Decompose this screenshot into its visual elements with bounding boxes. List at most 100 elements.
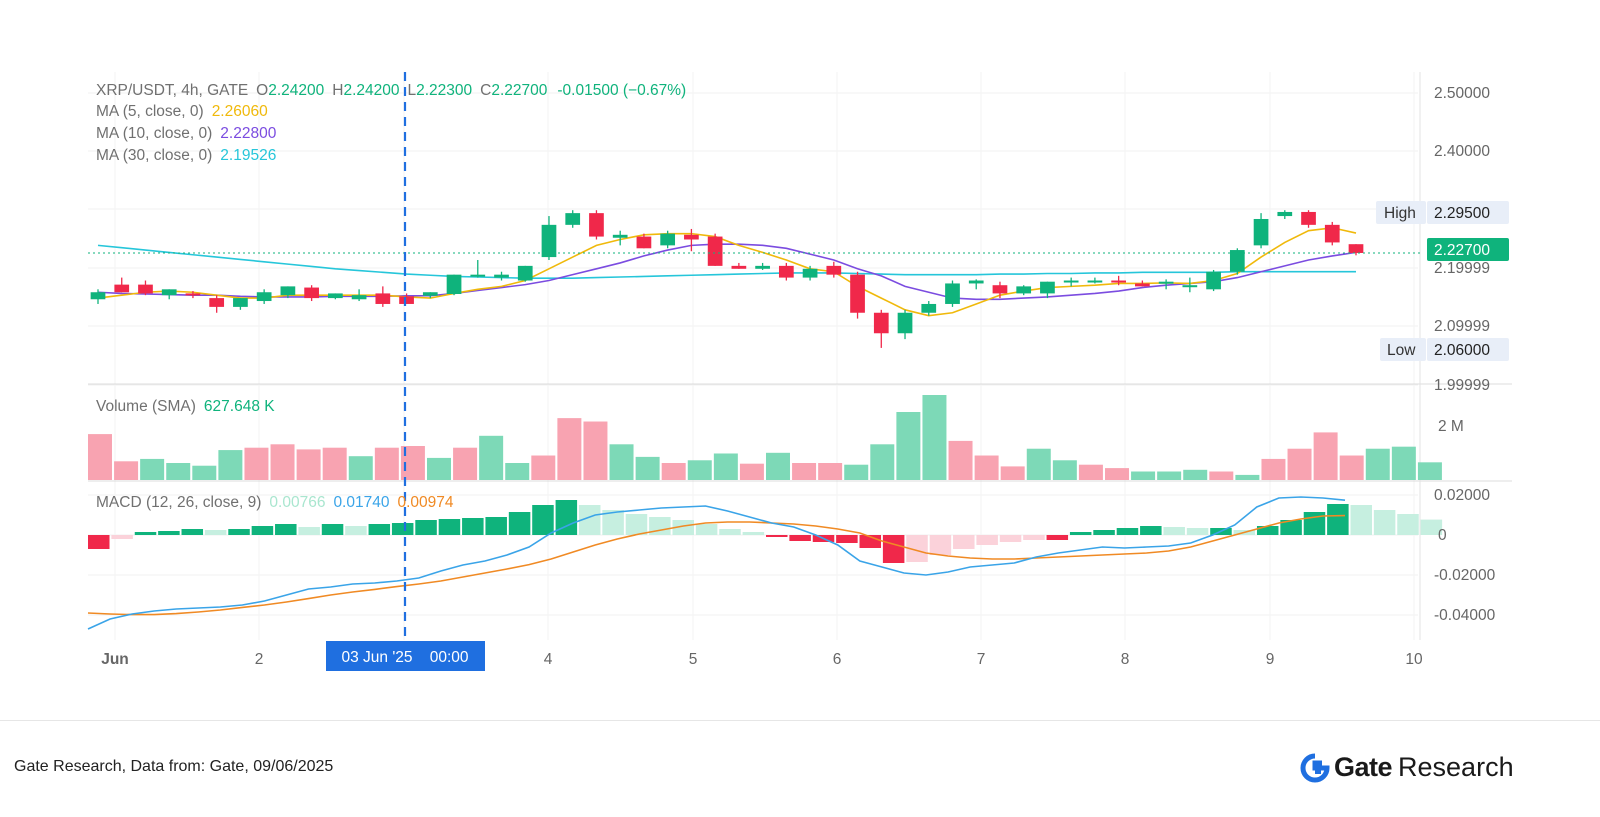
candle: [470, 260, 486, 278]
ma-legend: MA (10, close, 0) 2.22800: [96, 125, 277, 142]
candle-body: [541, 224, 557, 258]
trading-chart[interactable]: 2.50000 2.40000 2.19999 2.09999 1.99999 High 2…: [0, 0, 1600, 720]
candle: [850, 271, 865, 319]
candle-body: [1324, 224, 1340, 243]
candle-body: [185, 293, 201, 296]
candle: [1111, 275, 1126, 286]
macd-histogram-bar: [485, 517, 507, 535]
volume-bar: [322, 447, 347, 480]
price-axis-label: 1.99999: [1434, 377, 1490, 394]
candle-body: [90, 292, 106, 300]
volume-bar: [270, 444, 295, 480]
volume-bar: [922, 395, 947, 480]
macd-histogram-bar: [391, 523, 414, 535]
candle: [778, 262, 794, 281]
macd-histogram-bar: [953, 535, 975, 549]
candle-body: [114, 284, 130, 293]
candle: [565, 210, 581, 228]
volume-bar: [400, 446, 425, 480]
candle-body: [1158, 281, 1174, 284]
candle: [304, 285, 319, 302]
candle: [1040, 281, 1055, 299]
macd-histogram-bar: [1140, 526, 1162, 535]
volume-bar: [609, 444, 634, 480]
candle-body: [1063, 280, 1079, 283]
volume-bar: [1157, 471, 1182, 480]
macd-histogram-bar: [789, 535, 811, 541]
grid: [88, 72, 1418, 640]
macd-histogram-bar: [602, 510, 624, 535]
volume-bar: [453, 447, 478, 480]
macd-histogram-bar: [204, 530, 227, 535]
macd-histogram-bar: [882, 535, 905, 563]
volume-bar: [531, 455, 556, 480]
high-tag-value: 2.29500: [1434, 205, 1490, 222]
gate-logo-icon: [1300, 753, 1330, 782]
candle: [1206, 269, 1221, 292]
candle: [1016, 285, 1032, 296]
macd-histogram-bar: [321, 524, 344, 535]
brand-subtitle: Research: [1398, 752, 1514, 782]
candle: [114, 277, 130, 293]
macd-histogram-bar: [275, 524, 297, 535]
candle-body: [826, 265, 842, 275]
volume-bar: [1183, 469, 1208, 480]
candle: [1348, 244, 1364, 256]
candle: [802, 265, 818, 281]
macd-histogram-bar: [134, 532, 157, 535]
candle-body: [328, 293, 343, 299]
volume-bar: [1339, 455, 1364, 480]
volume-bar: [766, 452, 790, 480]
volume-bar: [739, 463, 764, 480]
volume-bar: [427, 457, 451, 480]
volume-bar: [818, 463, 843, 480]
macd-histogram-bar: [1280, 520, 1302, 535]
candle-body: [517, 265, 533, 281]
candle-body: [660, 233, 676, 246]
x-axis-label: 8: [1121, 651, 1130, 668]
macd-histogram-bar: [742, 532, 765, 535]
volume-bar: [1209, 471, 1234, 480]
candle-body: [399, 296, 414, 304]
candle: [446, 274, 462, 296]
candle: [517, 265, 533, 282]
macd-legend: MACD (12, 26, close, 9) 0.00766 0.01740 0.0…: [96, 494, 454, 511]
macd-histogram-bar: [555, 500, 578, 535]
volume-bar: [557, 418, 582, 480]
candle-body: [731, 265, 747, 269]
x-axis-label: 4: [544, 651, 553, 668]
candle-body: [565, 213, 581, 225]
candle-body: [494, 274, 509, 278]
candle-body: [1253, 218, 1269, 246]
candle: [328, 293, 343, 300]
candle: [897, 309, 913, 340]
high-label: H: [332, 82, 343, 99]
candles: [90, 210, 1364, 348]
candle: [256, 289, 272, 304]
candle-body: [612, 234, 628, 238]
macd-histogram-bar: [672, 520, 694, 535]
volume-bar: [1052, 460, 1077, 480]
volume-bar: [1078, 464, 1103, 480]
volume-axis-label: 2 M: [1438, 418, 1464, 435]
candle: [636, 233, 652, 249]
candle-body: [992, 285, 1008, 294]
macd-histogram-bar: [345, 526, 367, 535]
volume-bar: [792, 463, 817, 480]
candle-body: [1206, 271, 1221, 290]
candle-body: [209, 298, 225, 307]
candle: [185, 291, 201, 299]
macd-signal-line: [87, 514, 1346, 616]
candle-body: [873, 312, 889, 334]
volume-bar: [713, 453, 738, 480]
candle-body: [1277, 211, 1293, 217]
volume-bar: [114, 461, 139, 480]
macd-histogram-bar: [976, 535, 998, 545]
candle-body: [233, 298, 248, 307]
low-tag-bg: [1380, 338, 1426, 361]
candle-body: [755, 265, 770, 269]
volume-bar: [1105, 468, 1129, 480]
volume-bar: [974, 455, 999, 480]
high-value-bg: [1427, 201, 1509, 224]
volume-bar: [192, 465, 217, 480]
